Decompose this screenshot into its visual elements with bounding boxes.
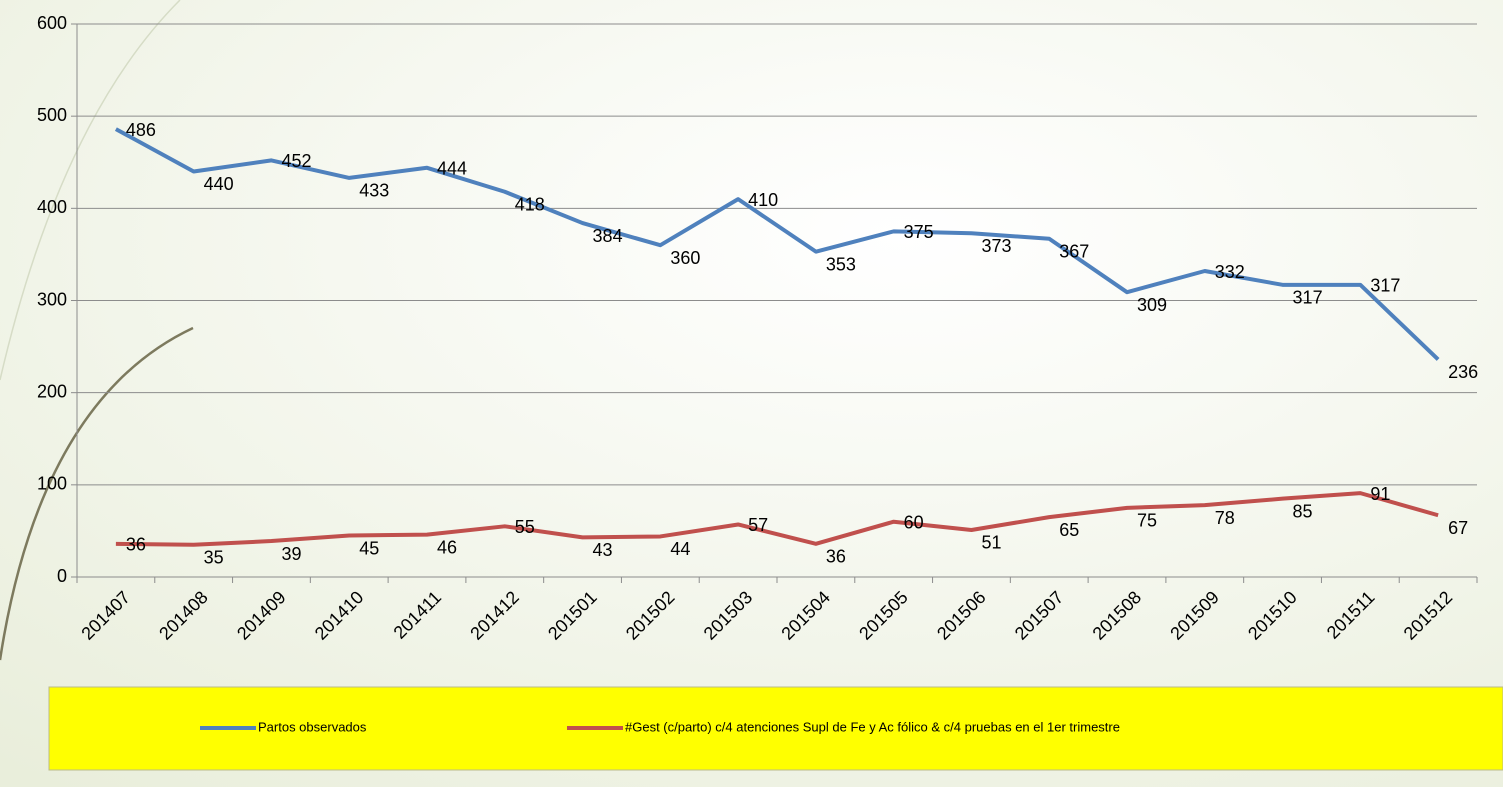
data-label: 35 <box>204 547 224 567</box>
legend-text: #Gest (c/parto) c/4 atenciones Supl de F… <box>625 719 1120 734</box>
data-label: 51 <box>981 533 1001 553</box>
data-label: 39 <box>281 544 301 564</box>
y-tick-label: 400 <box>37 197 67 217</box>
data-label: 384 <box>593 226 623 246</box>
legend-text: Partos observados <box>258 719 367 734</box>
data-label: 75 <box>1137 511 1157 531</box>
data-label: 91 <box>1370 484 1390 504</box>
data-label: 65 <box>1059 520 1079 540</box>
data-label: 60 <box>904 512 924 532</box>
data-label: 57 <box>748 515 768 535</box>
data-label: 410 <box>748 190 778 210</box>
decoration <box>0 0 181 381</box>
y-tick-label: 500 <box>37 105 67 125</box>
data-label: 43 <box>593 540 613 560</box>
data-label: 375 <box>904 222 934 242</box>
data-label: 36 <box>826 547 846 567</box>
data-label: 67 <box>1448 518 1468 538</box>
data-label: 45 <box>359 538 379 558</box>
y-tick-label: 300 <box>37 289 67 309</box>
series-line <box>114 127 1440 361</box>
data-label: 367 <box>1059 241 1089 261</box>
data-label: 353 <box>826 254 856 274</box>
legend-box <box>48 686 1503 771</box>
data-label: 433 <box>359 181 389 201</box>
y-tick-label: 200 <box>37 381 67 401</box>
data-label: 418 <box>515 194 545 214</box>
data-label: 317 <box>1370 276 1400 296</box>
data-label: 440 <box>204 174 234 194</box>
data-label: 36 <box>126 535 146 555</box>
data-label: 486 <box>126 120 156 140</box>
y-tick-label: 600 <box>37 13 67 33</box>
data-label: 55 <box>515 517 535 537</box>
y-tick-label: 0 <box>57 566 67 586</box>
data-label: 236 <box>1448 362 1478 382</box>
data-label: 360 <box>670 248 700 268</box>
data-label: 309 <box>1137 295 1167 315</box>
data-label: 452 <box>281 151 311 171</box>
data-label: 373 <box>981 236 1011 256</box>
data-label: 46 <box>437 537 457 557</box>
data-label: 444 <box>437 159 467 179</box>
data-label: 317 <box>1293 288 1323 308</box>
series-line <box>115 491 1439 547</box>
data-label: 85 <box>1293 501 1313 521</box>
data-label: 78 <box>1215 508 1235 528</box>
y-tick-label: 100 <box>37 474 67 494</box>
data-label: 332 <box>1215 262 1245 282</box>
decoration <box>0 326 194 661</box>
data-label: 44 <box>670 539 690 559</box>
